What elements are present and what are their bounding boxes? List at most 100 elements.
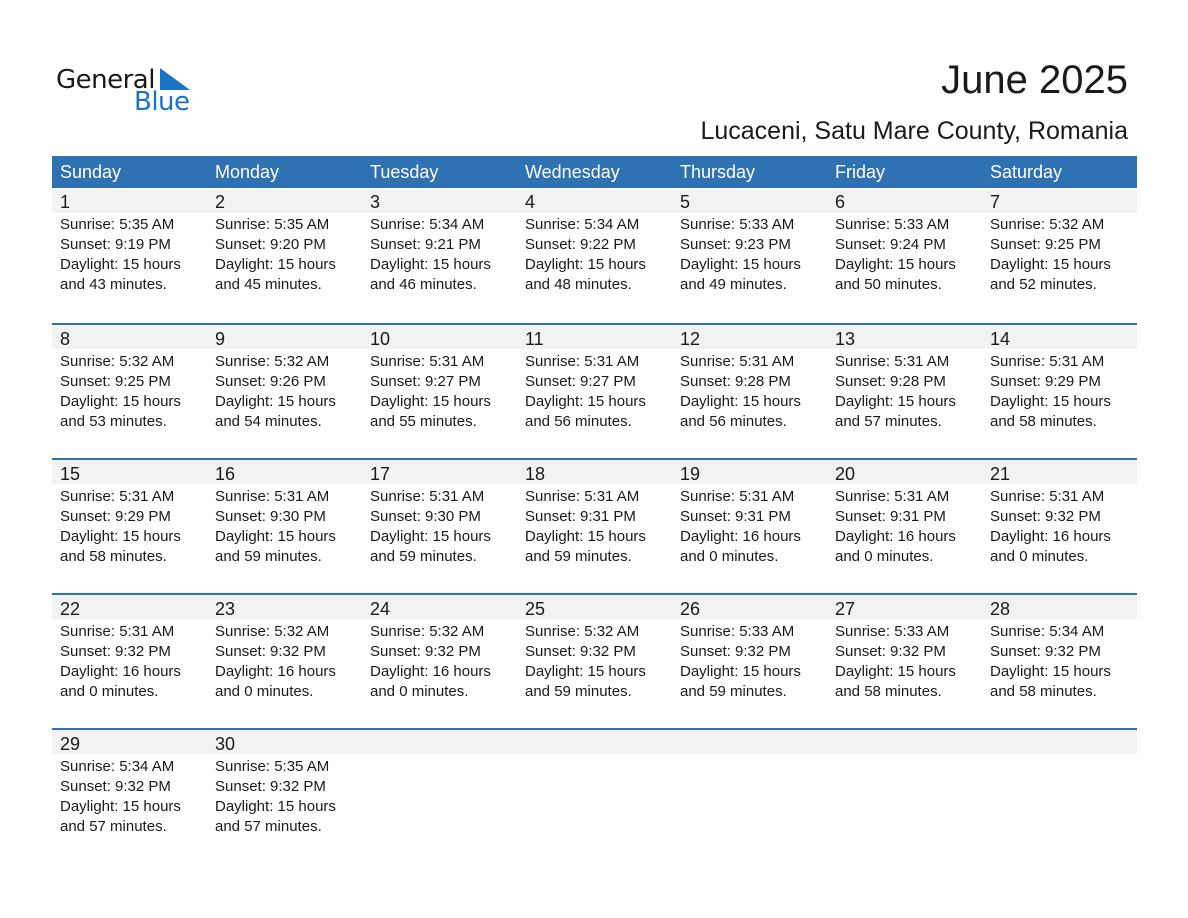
sunrise-text: Sunrise: 5:31 AM (370, 488, 485, 505)
day-cell: 5 Sunrise: 5:33 AM Sunset: 9:23 PM Daylight… (672, 188, 827, 323)
daylight-text: Daylight: 15 hours (680, 393, 801, 410)
sunset-text: Sunset: 9:32 PM (990, 643, 1101, 660)
calendar-grid: Sunday Monday Tuesday Wednesday Thursday… (52, 156, 1137, 863)
sunrise-text: Sunrise: 5:32 AM (215, 353, 330, 370)
daylight-text: Daylight: 15 hours (990, 256, 1111, 273)
day-cell: 1 Sunrise: 5:35 AM Sunset: 9:19 PM Daylight… (52, 188, 207, 323)
sunset-text: Sunset: 9:25 PM (60, 373, 171, 390)
day-cell: 29 Sunrise: 5:34 AM Sunset: 9:32 PM Dayligh… (52, 730, 207, 863)
day-number-band (52, 730, 1137, 754)
day-cell: 11 Sunrise: 5:31 AM Sunset: 9:27 PM Dayligh… (517, 325, 672, 458)
day-cell: 14 Sunrise: 5:31 AM Sunset: 9:29 PM Dayligh… (982, 325, 1137, 458)
day-number: 10 (370, 329, 391, 349)
day-number: 4 (525, 192, 536, 212)
day-number: 14 (990, 329, 1011, 349)
day-cell: 8 Sunrise: 5:32 AM Sunset: 9:25 PM Daylight… (52, 325, 207, 458)
daylight-minutes-text: and 45 minutes. (215, 276, 322, 293)
sunrise-text: Sunrise: 5:31 AM (990, 488, 1105, 505)
daylight-minutes-text: and 59 minutes. (680, 683, 787, 700)
day-number-band (52, 460, 1137, 484)
sunrise-text: Sunrise: 5:35 AM (215, 216, 330, 233)
sunrise-text: Sunrise: 5:31 AM (525, 353, 640, 370)
sunrise-text: Sunrise: 5:32 AM (370, 623, 485, 640)
daylight-minutes-text: and 56 minutes. (680, 413, 787, 430)
daylight-text: Daylight: 15 hours (525, 393, 646, 410)
day-number: 6 (835, 192, 846, 212)
logo-text-blue: Blue (134, 87, 190, 117)
day-cell: 13 Sunrise: 5:31 AM Sunset: 9:28 PM Dayligh… (827, 325, 982, 458)
sunrise-text: Sunrise: 5:31 AM (525, 488, 640, 505)
weekday-monday: Monday (215, 162, 280, 182)
daylight-text: Daylight: 16 hours (215, 663, 336, 680)
daylight-minutes-text: and 55 minutes. (370, 413, 477, 430)
day-cell: 17 Sunrise: 5:31 AM Sunset: 9:30 PM Dayligh… (362, 460, 517, 593)
sunset-text: Sunset: 9:32 PM (60, 643, 171, 660)
day-number: 2 (215, 192, 226, 212)
daylight-text: Daylight: 15 hours (370, 393, 491, 410)
sunrise-text: Sunrise: 5:34 AM (990, 623, 1105, 640)
sunset-text: Sunset: 9:25 PM (990, 236, 1101, 253)
sunrise-text: Sunrise: 5:34 AM (370, 216, 485, 233)
daylight-minutes-text: and 57 minutes. (835, 413, 942, 430)
sunset-text: Sunset: 9:32 PM (680, 643, 791, 660)
day-number: 1 (60, 192, 71, 212)
daylight-minutes-text: and 57 minutes. (60, 818, 167, 835)
sunrise-text: Sunrise: 5:35 AM (215, 758, 330, 775)
day-cell: 25 Sunrise: 5:32 AM Sunset: 9:32 PM Dayligh… (517, 595, 672, 728)
sunrise-text: Sunrise: 5:31 AM (835, 353, 950, 370)
daylight-minutes-text: and 56 minutes. (525, 413, 632, 430)
sunset-text: Sunset: 9:31 PM (525, 508, 636, 525)
daylight-text: Daylight: 16 hours (680, 528, 801, 545)
sunset-text: Sunset: 9:32 PM (215, 643, 326, 660)
sunrise-text: Sunrise: 5:33 AM (680, 623, 795, 640)
daylight-text: Daylight: 15 hours (525, 663, 646, 680)
week-row: 1 Sunrise: 5:35 AM Sunset: 9:19 PM Daylight… (52, 188, 1137, 323)
weekday-wednesday: Wednesday (525, 162, 620, 182)
daylight-text: Daylight: 15 hours (525, 256, 646, 273)
logo-triangle-icon (160, 68, 190, 90)
day-cell: 21 Sunrise: 5:31 AM Sunset: 9:32 PM Dayligh… (982, 460, 1137, 593)
sunset-text: Sunset: 9:28 PM (835, 373, 946, 390)
sunset-text: Sunset: 9:23 PM (680, 236, 791, 253)
daylight-text: Daylight: 15 hours (215, 393, 336, 410)
daylight-text: Daylight: 15 hours (525, 528, 646, 545)
daylight-minutes-text: and 0 minutes. (215, 683, 314, 700)
daylight-text: Daylight: 15 hours (370, 256, 491, 273)
daylight-text: Daylight: 16 hours (60, 663, 181, 680)
day-number: 8 (60, 329, 71, 349)
day-number: 17 (370, 464, 391, 484)
day-cell: 10 Sunrise: 5:31 AM Sunset: 9:27 PM Dayligh… (362, 325, 517, 458)
day-cell: 22 Sunrise: 5:31 AM Sunset: 9:32 PM Dayligh… (52, 595, 207, 728)
sunrise-text: Sunrise: 5:32 AM (60, 353, 175, 370)
daylight-minutes-text: and 52 minutes. (990, 276, 1097, 293)
daylight-minutes-text: and 0 minutes. (835, 548, 934, 565)
sunrise-text: Sunrise: 5:31 AM (990, 353, 1105, 370)
day-number: 27 (835, 599, 856, 619)
day-number: 22 (60, 599, 81, 619)
daylight-text: Daylight: 16 hours (835, 528, 956, 545)
daylight-text: Daylight: 15 hours (835, 256, 956, 273)
sunrise-text: Sunrise: 5:34 AM (60, 758, 175, 775)
daylight-minutes-text: and 0 minutes. (680, 548, 779, 565)
daylight-minutes-text: and 59 minutes. (525, 548, 632, 565)
day-number: 24 (370, 599, 391, 619)
day-cell: 9 Sunrise: 5:32 AM Sunset: 9:26 PM Daylight… (207, 325, 362, 458)
day-number: 20 (835, 464, 856, 484)
day-number: 29 (60, 734, 81, 754)
daylight-minutes-text: and 57 minutes. (215, 818, 322, 835)
day-number-band (52, 595, 1137, 619)
daylight-minutes-text: and 0 minutes. (990, 548, 1089, 565)
day-number: 21 (990, 464, 1011, 484)
sunrise-text: Sunrise: 5:33 AM (680, 216, 795, 233)
daylight-text: Daylight: 15 hours (835, 393, 956, 410)
sunrise-text: Sunrise: 5:31 AM (215, 488, 330, 505)
day-cell: 4 Sunrise: 5:34 AM Sunset: 9:22 PM Daylight… (517, 188, 672, 323)
day-cell: 15 Sunrise: 5:31 AM Sunset: 9:29 PM Dayligh… (52, 460, 207, 593)
sunset-text: Sunset: 9:26 PM (215, 373, 326, 390)
daylight-text: Daylight: 15 hours (990, 393, 1111, 410)
weekday-header: Sunday Monday Tuesday Wednesday Thursday… (52, 156, 1137, 188)
daylight-text: Daylight: 15 hours (215, 256, 336, 273)
day-number: 13 (835, 329, 856, 349)
day-number: 16 (215, 464, 236, 484)
day-cell: 6 Sunrise: 5:33 AM Sunset: 9:24 PM Daylight… (827, 188, 982, 323)
